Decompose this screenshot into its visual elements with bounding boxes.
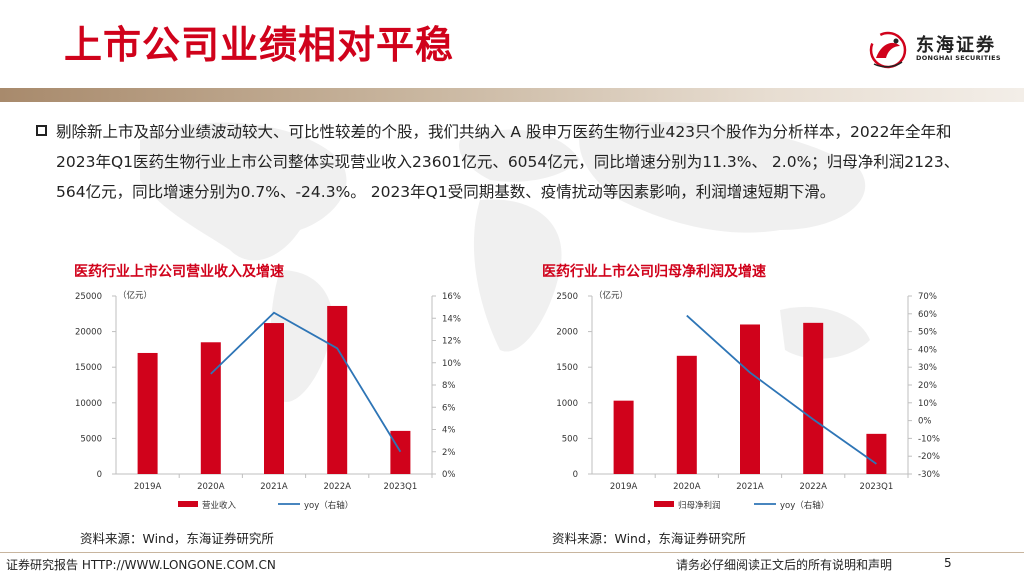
chart2-right-tick: -20% bbox=[918, 452, 940, 462]
brand-logo: 东海证券 DONGHAI SECURITIES bbox=[866, 28, 1016, 72]
revenue-chart: 0 5000 10000 15000 20000 25000 0% 2% 4% 6% 8% 10% 12… bbox=[75, 290, 461, 511]
chart2-right-tick: 50% bbox=[918, 328, 937, 338]
chart2-bar bbox=[803, 322, 824, 474]
chart1-legend-bar-swatch bbox=[178, 501, 198, 507]
footer-website[interactable]: 证券研究报告 HTTP://WWW.LONGONE.COM.CN bbox=[6, 558, 276, 572]
summary-paragraph: 剔除新上市及部分业绩波动较大、可比性较差的个股，我们共纳入 A 股申万医药生物行… bbox=[56, 123, 960, 201]
chart1-right-tick: 2% bbox=[442, 448, 456, 458]
page-title: 上市公司业绩相对平稳 bbox=[64, 23, 455, 67]
chart2-left-tick: 1500 bbox=[556, 363, 578, 373]
chart1-bar bbox=[264, 323, 284, 474]
chart1-x-tick: 2023Q1 bbox=[384, 482, 418, 492]
chart2-right-tick: 10% bbox=[918, 399, 937, 409]
net-profit-chart: 0 500 1000 1500 2000 2500 -30% -20% -10% 0% 10% 20%… bbox=[556, 290, 940, 511]
chart1-left-tick: 0 bbox=[97, 470, 102, 480]
chart1-left-tick: 15000 bbox=[75, 363, 102, 373]
brand-name: 东海证券 bbox=[916, 35, 996, 56]
chart2-right-tick: -30% bbox=[918, 470, 940, 480]
chart2-bar bbox=[613, 400, 634, 474]
chart1-bar bbox=[137, 352, 158, 474]
chart2-title: 医药行业上市公司归母净利润及增速 bbox=[542, 264, 766, 280]
footer-divider bbox=[0, 552, 1024, 553]
chart2-bar bbox=[740, 324, 760, 474]
chart2-right-tick: 30% bbox=[918, 363, 937, 373]
chart1-left-tick: 5000 bbox=[80, 434, 102, 444]
chart2-x-tick: 2020A bbox=[673, 482, 701, 492]
chart1-title: 医药行业上市公司营业收入及增速 bbox=[74, 264, 284, 280]
chart2-x-tick: 2019A bbox=[610, 482, 638, 492]
chart1-right-tick: 12% bbox=[442, 337, 461, 347]
bullet-square-icon bbox=[36, 125, 47, 136]
chart1-x-tick: 2019A bbox=[134, 482, 162, 492]
chart2-legend-line-label: yoy（右轴） bbox=[780, 500, 829, 511]
chart1-right-tick: 10% bbox=[442, 359, 461, 369]
dragon-logo-icon bbox=[869, 31, 907, 69]
chart1-right-tick: 6% bbox=[442, 403, 456, 413]
chart2-left-tick: 2500 bbox=[556, 292, 578, 302]
chart2-x-tick: 2022A bbox=[799, 482, 827, 492]
chart1-left-tick: 25000 bbox=[75, 292, 102, 302]
chart2-x-tick: 2021A bbox=[736, 482, 764, 492]
footer-disclaimer: 请务必仔细阅读正文后的所有说明和声明 bbox=[676, 558, 893, 572]
page-number: 5 bbox=[944, 556, 952, 570]
chart2-right-tick: 60% bbox=[918, 310, 937, 320]
chart1-x-tick: 2021A bbox=[260, 482, 288, 492]
chart1-bar bbox=[327, 305, 348, 474]
chart2-left-tick: 2000 bbox=[556, 328, 578, 338]
world-map-background bbox=[140, 122, 870, 402]
chart2-right-tick: 40% bbox=[918, 345, 937, 355]
chart1-source: 资料来源：Wind，东海证券研究所 bbox=[80, 531, 274, 546]
chart2-right-tick: -10% bbox=[918, 434, 940, 444]
chart1-bar bbox=[390, 430, 411, 474]
chart1-legend-line-label: yoy（右轴） bbox=[304, 500, 353, 511]
chart2-yoy-line bbox=[686, 314, 877, 465]
header-band bbox=[0, 88, 1024, 102]
chart2-legend-bar-label: 归母净利润 bbox=[678, 500, 721, 511]
chart1-right-tick: 16% bbox=[442, 292, 461, 302]
chart1-left-tick: 10000 bbox=[75, 399, 102, 409]
chart2-x-tick: 2023Q1 bbox=[860, 482, 894, 492]
chart1-yoy-line bbox=[210, 311, 402, 453]
chart1-legend-bar-label: 营业收入 bbox=[202, 500, 237, 511]
chart1-x-tick: 2020A bbox=[197, 482, 225, 492]
chart2-bar bbox=[676, 355, 697, 474]
chart1-unit-label: （亿元） bbox=[118, 290, 152, 301]
chart2-source: 资料来源：Wind，东海证券研究所 bbox=[552, 531, 746, 546]
chart2-left-tick: 1000 bbox=[556, 399, 578, 409]
chart2-bar bbox=[866, 433, 887, 474]
chart2-left-tick: 0 bbox=[573, 470, 578, 480]
chart1-bar bbox=[200, 342, 221, 474]
chart1-right-tick: 14% bbox=[442, 314, 461, 324]
chart1-right-tick: 8% bbox=[442, 381, 456, 391]
chart2-left-tick: 500 bbox=[562, 434, 578, 444]
chart2-legend-bar-swatch bbox=[654, 501, 674, 507]
chart1-x-tick: 2022A bbox=[323, 482, 351, 492]
chart1-right-tick: 4% bbox=[442, 426, 456, 436]
chart1-left-tick: 20000 bbox=[75, 328, 102, 338]
chart2-right-tick: 0% bbox=[918, 417, 932, 427]
chart2-right-tick: 20% bbox=[918, 381, 937, 391]
chart2-right-tick: 70% bbox=[918, 292, 937, 302]
brand-subtitle: DONGHAI SECURITIES bbox=[916, 54, 1001, 62]
chart1-right-tick: 0% bbox=[442, 470, 456, 480]
chart2-unit-label: （亿元） bbox=[594, 290, 628, 301]
